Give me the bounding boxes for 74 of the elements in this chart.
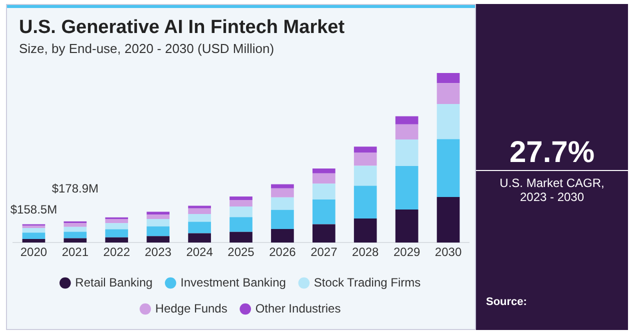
bar	[105, 223, 128, 230]
bar	[354, 166, 377, 186]
x-tick-label: 2021	[62, 245, 89, 260]
bar	[146, 214, 170, 220]
bar	[146, 236, 170, 243]
bar	[312, 173, 336, 184]
bar	[230, 217, 252, 232]
bar	[312, 184, 336, 200]
bar	[22, 225, 46, 228]
bar	[105, 229, 128, 238]
bar	[395, 124, 418, 140]
bar	[395, 210, 418, 243]
annotation: $178.9M	[52, 182, 99, 196]
legend-label: Other Industries	[255, 301, 341, 316]
bar	[188, 214, 211, 222]
bar	[436, 73, 460, 84]
chart-subtitle: Size, by End-use, 2020 - 2030 (USD Million)	[19, 41, 274, 56]
x-tick-label: 2024	[186, 245, 214, 260]
legend-label: Investment Banking	[180, 275, 286, 290]
bar	[146, 226, 170, 236]
bar	[312, 168, 336, 174]
legend-label: Retail Banking	[75, 275, 153, 290]
bar	[395, 139, 418, 166]
x-tick-label: 2030	[434, 245, 462, 260]
bar	[22, 239, 46, 243]
bar	[64, 226, 87, 232]
bar	[188, 222, 211, 234]
bar	[395, 116, 418, 124]
bar	[105, 219, 128, 224]
bar	[230, 206, 252, 218]
bar	[271, 184, 294, 188]
x-tick-label: 2026	[269, 245, 296, 260]
x-tick-label: 2025	[228, 245, 255, 260]
bar	[188, 208, 211, 214]
sidebar-panel: 27.7% U.S. Market CAGR, 2023 - 2030 Source:	[476, 4, 628, 330]
x-tick-label: 2022	[103, 245, 130, 260]
bar	[188, 233, 211, 243]
bar	[271, 188, 294, 198]
source-note: Source:	[486, 296, 527, 308]
bar	[271, 229, 294, 243]
bar	[354, 146, 377, 153]
bar	[64, 238, 87, 243]
bar	[395, 166, 418, 210]
bar	[230, 232, 252, 243]
bar	[436, 196, 460, 243]
bar	[188, 206, 211, 208]
bar	[354, 186, 377, 219]
bar	[312, 224, 336, 243]
bar	[436, 104, 460, 140]
annotation: $158.5M	[10, 202, 58, 217]
bar	[354, 152, 377, 166]
x-tick-label: 2023	[144, 245, 172, 260]
bar	[312, 200, 336, 224]
x-tick-label: 2028	[352, 245, 380, 260]
legend-label: Hedge Funds	[155, 301, 228, 316]
bar	[230, 196, 252, 200]
bar	[436, 83, 460, 104]
bar	[271, 197, 294, 210]
bar	[271, 210, 294, 230]
bar	[146, 212, 170, 215]
x-tick-label: 2029	[393, 245, 420, 260]
legend-label: Stock Trading Firms	[314, 275, 421, 290]
bar	[64, 232, 87, 238]
bar	[22, 228, 46, 233]
bar	[146, 219, 170, 226]
bar	[354, 218, 377, 243]
bar	[105, 237, 128, 243]
bar	[64, 223, 87, 227]
x-tick-label: 2027	[310, 245, 338, 260]
chart-title: U.S. Generative AI In Fintech Market	[19, 17, 345, 39]
bar	[22, 232, 46, 240]
x-tick-label: 2020	[20, 245, 48, 260]
bar	[230, 200, 252, 206]
bar	[436, 139, 460, 197]
